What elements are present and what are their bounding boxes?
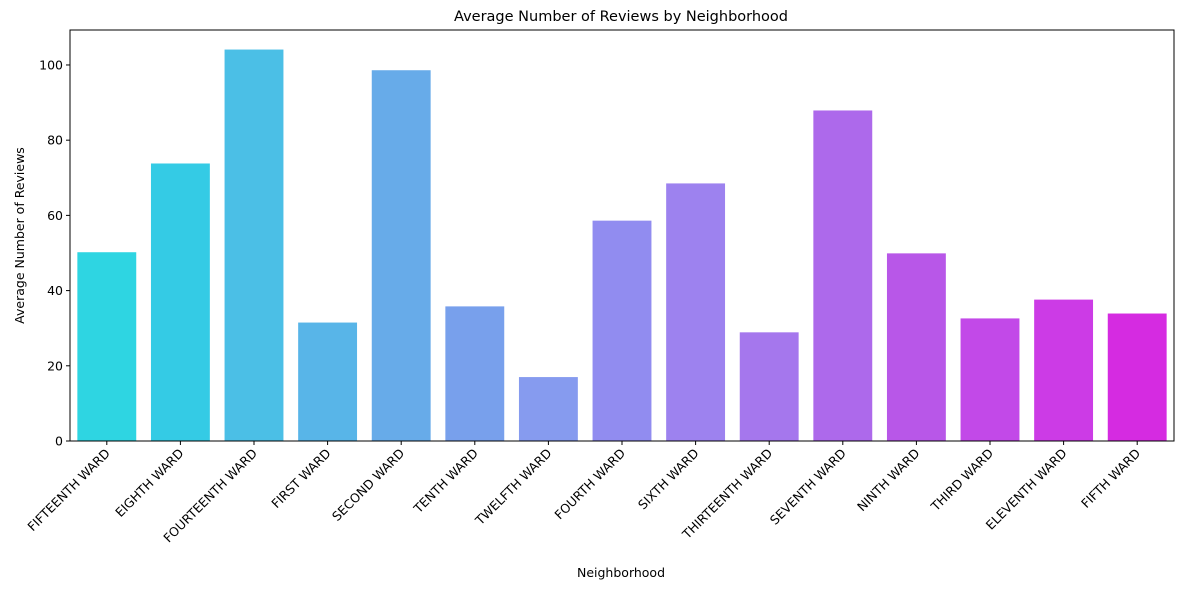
bar-second-ward [371, 70, 431, 441]
y-tick-label: 60 [47, 208, 63, 223]
y-tick-label: 100 [39, 57, 63, 72]
y-tick-label: 20 [47, 358, 63, 373]
y-tick-label: 40 [47, 283, 63, 298]
bar-thirteenth-ward [739, 332, 799, 441]
bar-third-ward [960, 318, 1020, 441]
bar-fifth-ward [1107, 313, 1167, 441]
y-tick-label: 80 [47, 133, 63, 148]
bar-seventh-ward [813, 110, 873, 441]
x-tick-label: THIRD WARD [927, 446, 996, 515]
bar-fifteenth-ward [77, 252, 137, 441]
x-tick-label: SIXTH WARD [635, 446, 702, 513]
chart-title: Average Number of Reviews by Neighborhoo… [454, 9, 788, 25]
bar-sixth-ward [666, 183, 726, 441]
bar-eighth-ward [150, 163, 210, 441]
bar-eleventh-ward [1034, 299, 1094, 441]
x-tick-label: FOURTH WARD [551, 446, 628, 523]
x-tick-label: SECOND WARD [329, 446, 407, 524]
bar-tenth-ward [445, 306, 505, 441]
bar-ninth-ward [886, 253, 946, 441]
bar-fourth-ward [592, 220, 652, 441]
y-tick-label: 0 [55, 434, 63, 449]
x-tick-label: FIFTH WARD [1078, 446, 1143, 511]
bar-twelfth-ward [518, 377, 578, 441]
x-tick-label: EIGHTH WARD [112, 446, 186, 520]
x-tick-label: TWELFTH WARD [472, 446, 555, 529]
x-tick-label: FIRST WARD [268, 446, 334, 512]
plot-frame [69, 29, 1175, 442]
x-tick-label: SEVENTH WARD [767, 446, 849, 528]
x-tick-label: NINTH WARD [854, 446, 923, 515]
y-axis-label: Average Number of Reviews [12, 147, 27, 324]
bar-fourteenth-ward [224, 49, 284, 441]
x-tick-label: TENTH WARD [410, 446, 481, 517]
x-axis-label: Neighborhood [577, 565, 665, 580]
bar-first-ward [298, 322, 358, 441]
x-tick-label: FIFTEENTH WARD [24, 446, 113, 535]
y-axis: 0 20 40 60 80 100 [39, 57, 70, 449]
x-tick-label: ELEVENTH WARD [983, 446, 1070, 533]
bars-group [77, 49, 1167, 441]
